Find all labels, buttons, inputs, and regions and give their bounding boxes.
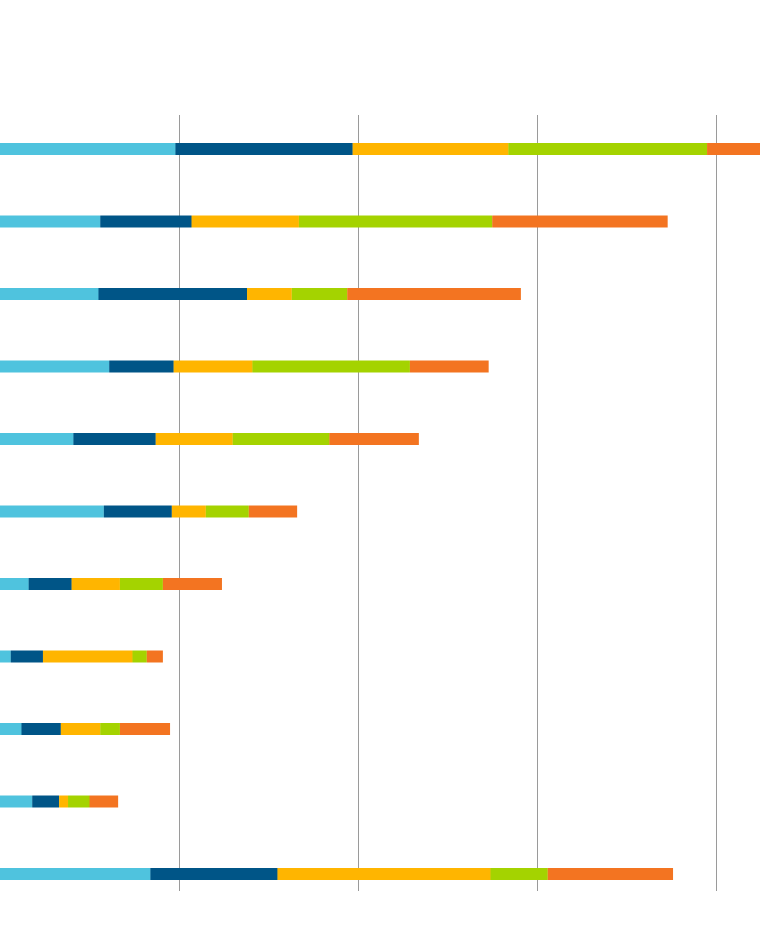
bar-segment-r9-s1 (0, 723, 22, 735)
bar-row-11 (0, 868, 674, 880)
bar-segment-r1-s1 (0, 143, 176, 155)
bar-segment-r8-s1 (0, 650, 11, 663)
bar-segment-r5-s5 (329, 433, 419, 445)
bar-segment-r9-s4 (100, 723, 120, 735)
bar-segment-r7-s3 (71, 578, 120, 590)
bar-segment-r3-s4 (291, 288, 348, 300)
bar-segment-r10-s1 (0, 795, 33, 808)
bar-segment-r4-s5 (409, 360, 489, 373)
bar-segment-r11-s2 (150, 868, 278, 880)
bar-row-2 (0, 215, 668, 228)
bar-segment-r3-s1 (0, 288, 99, 300)
bar-segment-r8-s4 (132, 650, 147, 663)
bar-segment-r8-s5 (146, 650, 163, 663)
bar-segment-r9-s3 (60, 723, 101, 735)
bar-segment-r3-s5 (347, 288, 521, 300)
bar-segment-r2-s2 (100, 215, 192, 228)
bar-segment-r2-s1 (0, 215, 101, 228)
bar-segment-r5-s2 (73, 433, 156, 445)
bar-segment-r7-s2 (28, 578, 72, 590)
bar-segment-r7-s4 (119, 578, 163, 590)
gridlines (179, 115, 717, 891)
bar-segment-r1-s3 (352, 143, 509, 155)
bar-segment-r8-s3 (42, 650, 133, 663)
bar-segment-r10-s3 (59, 795, 69, 808)
bar-segment-r2-s3 (191, 215, 299, 228)
bar-segment-r10-s4 (68, 795, 90, 808)
bar-segment-r6-s5 (248, 505, 298, 518)
bar-segment-r3-s3 (247, 288, 292, 300)
bar-row-8 (0, 650, 163, 663)
bar-segment-r3-s2 (98, 288, 248, 300)
bar-segment-r2-s5 (492, 215, 668, 228)
bar-segment-r1-s5 (707, 143, 760, 155)
bar-segment-r5-s4 (232, 433, 330, 445)
bar-segment-r6-s2 (103, 505, 172, 518)
bar-segment-r5-s1 (0, 433, 74, 445)
bar-row-3 (0, 288, 521, 300)
bar-segment-r6-s3 (171, 505, 206, 518)
bars (0, 143, 760, 880)
bar-segment-r6-s1 (0, 505, 104, 518)
bar-row-5 (0, 433, 419, 445)
bar-segment-r4-s3 (173, 360, 253, 373)
bar-segment-r11-s5 (547, 868, 674, 880)
bar-segment-r5-s3 (155, 433, 233, 445)
bar-row-6 (0, 505, 298, 518)
bar-segment-r6-s4 (205, 505, 249, 518)
bar-segment-r11-s1 (0, 868, 151, 880)
bar-row-4 (0, 360, 489, 373)
bar-segment-r2-s4 (298, 215, 493, 228)
bar-segment-r9-s2 (21, 723, 61, 735)
bar-row-1 (0, 143, 760, 155)
bar-segment-r11-s4 (490, 868, 548, 880)
bar-row-7 (0, 578, 222, 590)
bar-segment-r7-s5 (162, 578, 222, 590)
bar-segment-r10-s5 (89, 795, 119, 808)
bar-segment-r4-s1 (0, 360, 110, 373)
bar-segment-r7-s1 (0, 578, 29, 590)
bar-segment-r11-s3 (277, 868, 491, 880)
bar-segment-r1-s2 (175, 143, 353, 155)
bar-row-9 (0, 723, 171, 735)
bar-segment-r10-s2 (32, 795, 60, 808)
bar-segment-r4-s2 (109, 360, 174, 373)
bar-row-10 (0, 795, 119, 808)
bar-segment-r1-s4 (508, 143, 708, 155)
bar-segment-r9-s5 (119, 723, 171, 735)
bar-segment-r8-s2 (10, 650, 43, 663)
bar-segment-r4-s4 (252, 360, 410, 373)
